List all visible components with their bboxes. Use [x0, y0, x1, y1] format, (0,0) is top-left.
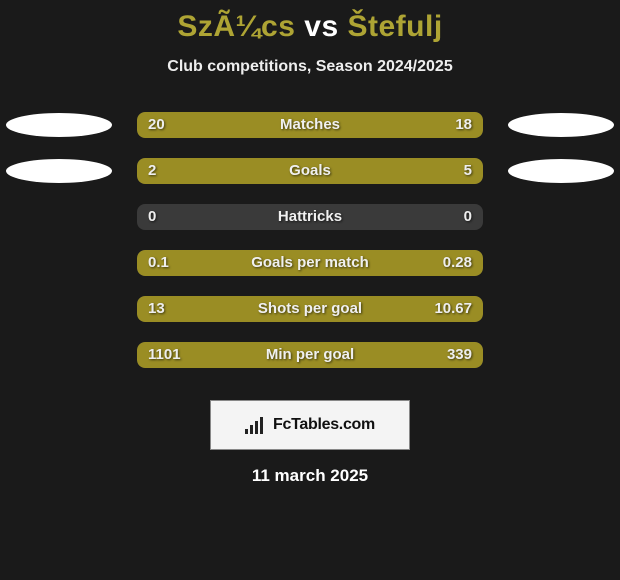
player1-badge	[6, 159, 112, 183]
player1-badge	[6, 113, 112, 137]
player2-badge	[508, 113, 614, 137]
stat-row: 1101339Min per goal	[0, 336, 620, 382]
vs-label: vs	[304, 10, 338, 43]
barchart-icon	[245, 416, 267, 434]
stat-label: Shots per goal	[137, 296, 483, 322]
stat-label: Min per goal	[137, 342, 483, 368]
player2-badge	[508, 159, 614, 183]
stat-row: 0.10.28Goals per match	[0, 244, 620, 290]
stat-label: Goals per match	[137, 250, 483, 276]
stats-block: 2018Matches25Goals00Hattricks0.10.28Goal…	[0, 106, 620, 382]
page-title: SzÃ¼cs vs Štefulj	[0, 0, 620, 44]
stat-row: 1310.67Shots per goal	[0, 290, 620, 336]
infographic-container: SzÃ¼cs vs Štefulj Club competitions, Sea…	[0, 0, 620, 580]
source-logo: FcTables.com	[210, 400, 410, 450]
player1-name: SzÃ¼cs	[177, 10, 295, 43]
date-label: 11 march 2025	[0, 466, 620, 486]
stat-row: 00Hattricks	[0, 198, 620, 244]
stat-label: Matches	[137, 112, 483, 138]
stat-row: 25Goals	[0, 152, 620, 198]
stat-label: Goals	[137, 158, 483, 184]
stat-row: 2018Matches	[0, 106, 620, 152]
stat-label: Hattricks	[137, 204, 483, 230]
logo-text: FcTables.com	[273, 416, 375, 434]
subtitle: Club competitions, Season 2024/2025	[0, 58, 620, 76]
player2-name: Štefulj	[347, 10, 442, 43]
